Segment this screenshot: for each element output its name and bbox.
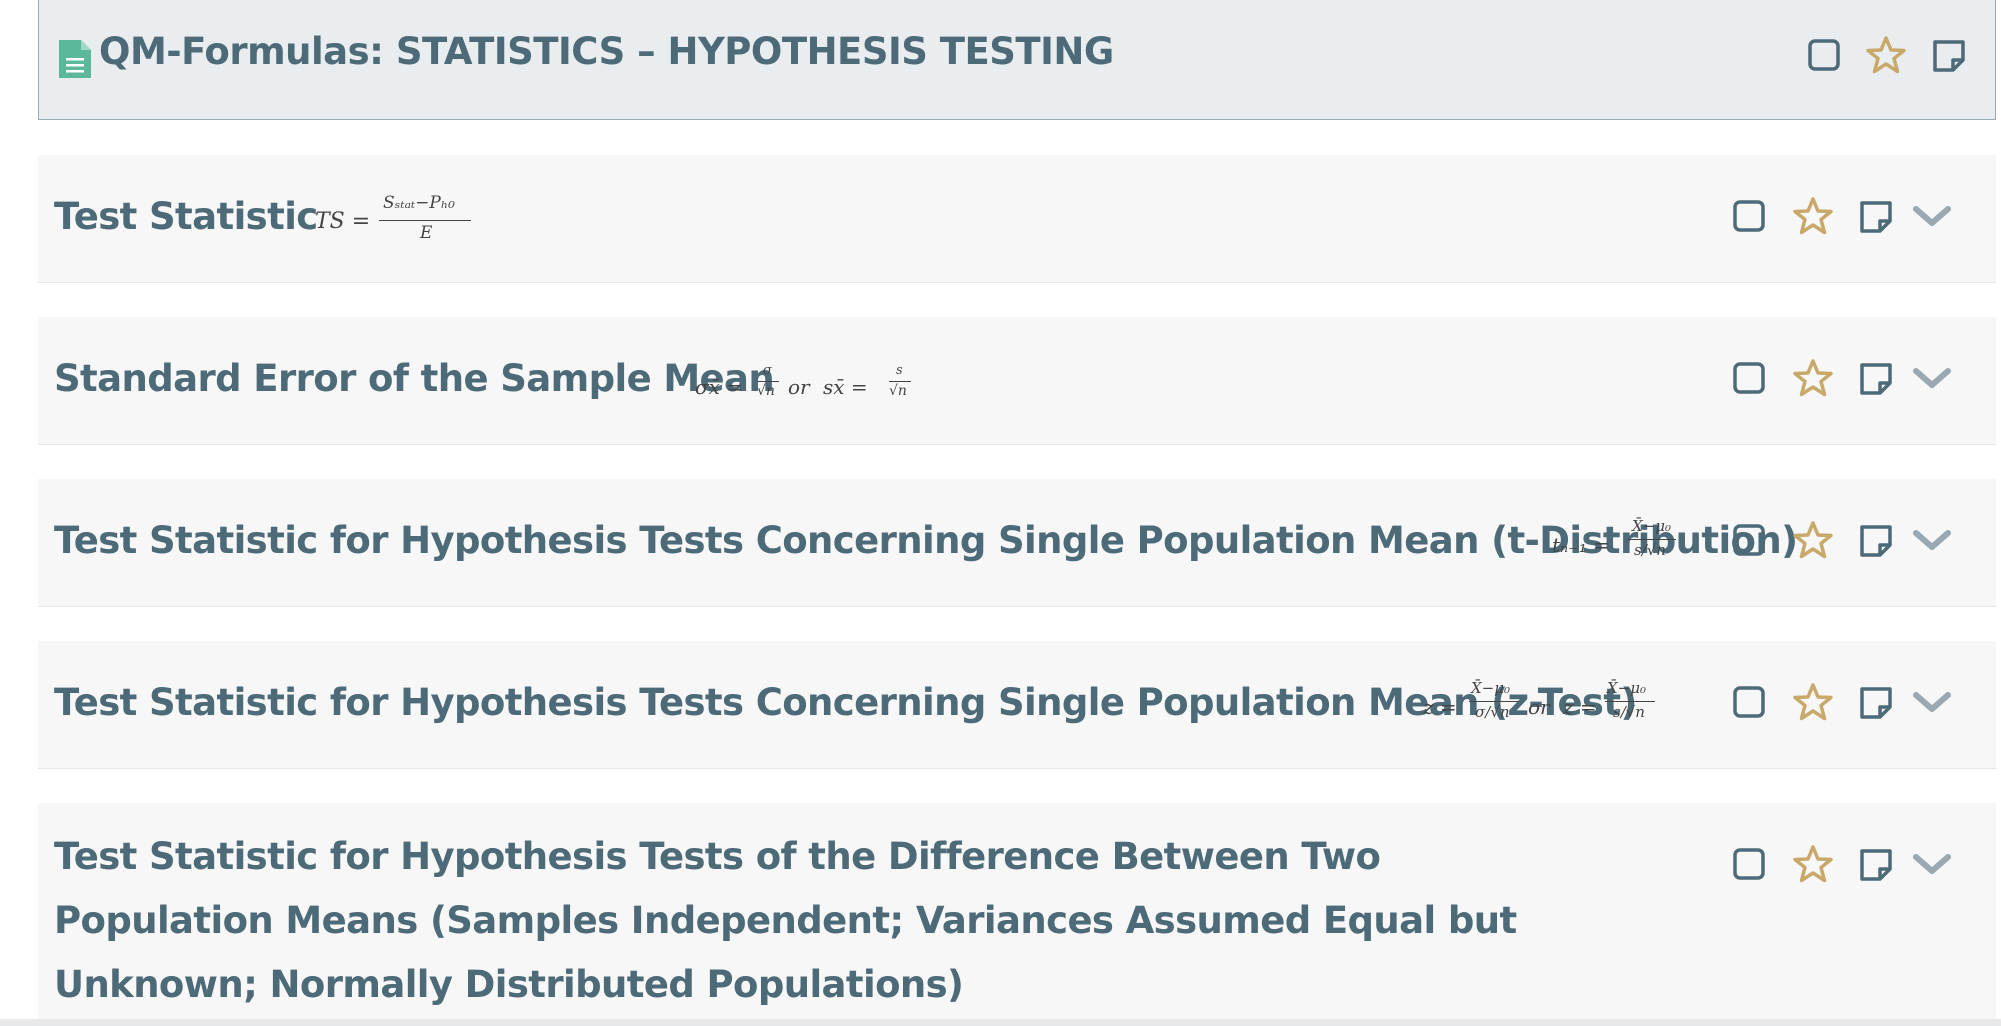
list-item[interactable]: Test Statistic for Hypothesis Tests of t…	[38, 803, 1996, 1023]
star-icon[interactable]	[1792, 844, 1834, 884]
star-icon[interactable]	[1792, 196, 1834, 236]
star-icon[interactable]	[1792, 358, 1834, 398]
note-icon[interactable]	[1858, 847, 1894, 883]
item-title: Test Statistic for Hypothesis Tests Conc…	[54, 681, 1637, 724]
formula: z = X̄−μ₀ σ/√n or z = X̄−μ₀ s/√n	[1423, 679, 1713, 745]
star-icon[interactable]	[1792, 682, 1834, 722]
list-item[interactable]: Standard Error of the Sample Mean σx̄ = …	[38, 317, 1996, 445]
chevron-down-icon[interactable]	[1912, 203, 1952, 231]
chevron-down-icon[interactable]	[1912, 365, 1952, 393]
formula: σx̄ = σ √n or sx̄ = s √n	[695, 363, 955, 427]
star-icon[interactable]	[1792, 520, 1834, 560]
note-icon[interactable]	[1858, 523, 1894, 559]
formula: TS = Sₛₜₐₜ−Pₕ₀ E	[315, 193, 515, 253]
item-title: Test Statistic for Hypothesis Tests Conc…	[54, 519, 1798, 562]
note-icon[interactable]	[1858, 199, 1894, 235]
checkbox-icon[interactable]	[1732, 847, 1766, 881]
chevron-down-icon[interactable]	[1912, 527, 1952, 555]
document-icon	[59, 40, 91, 78]
item-title: Test Statistic	[54, 195, 318, 238]
list-item[interactable]: Test Statistic for Hypothesis Tests Conc…	[38, 479, 1996, 607]
item-title: Standard Error of the Sample Mean	[54, 357, 775, 400]
item-title: Test Statistic for Hypothesis Tests of t…	[54, 835, 1517, 1006]
list-item[interactable]: Test Statistic TS = Sₛₜₐₜ−Pₕ₀ E	[38, 155, 1996, 283]
page-header: QM-Formulas: STATISTICS – HYPOTHESIS TES…	[38, 0, 1996, 120]
scroll-edge	[0, 1019, 2001, 1026]
checkbox-icon[interactable]	[1732, 361, 1766, 395]
checkbox-icon[interactable]	[1732, 523, 1766, 557]
formula: tₙ₋₁ = X̄−μ₀ s/√n	[1552, 517, 1712, 583]
chevron-down-icon[interactable]	[1912, 689, 1952, 717]
page-title: QM-Formulas: STATISTICS – HYPOTHESIS TES…	[99, 30, 1114, 73]
checkbox-icon[interactable]	[1732, 199, 1766, 233]
star-icon[interactable]	[1865, 35, 1907, 75]
note-icon[interactable]	[1858, 361, 1894, 397]
note-icon[interactable]	[1858, 685, 1894, 721]
chevron-down-icon[interactable]	[1912, 851, 1952, 879]
note-icon[interactable]	[1931, 38, 1967, 74]
checkbox-icon[interactable]	[1732, 685, 1766, 719]
checkbox-icon[interactable]	[1807, 38, 1841, 72]
list-item[interactable]: Test Statistic for Hypothesis Tests Conc…	[38, 641, 1996, 769]
